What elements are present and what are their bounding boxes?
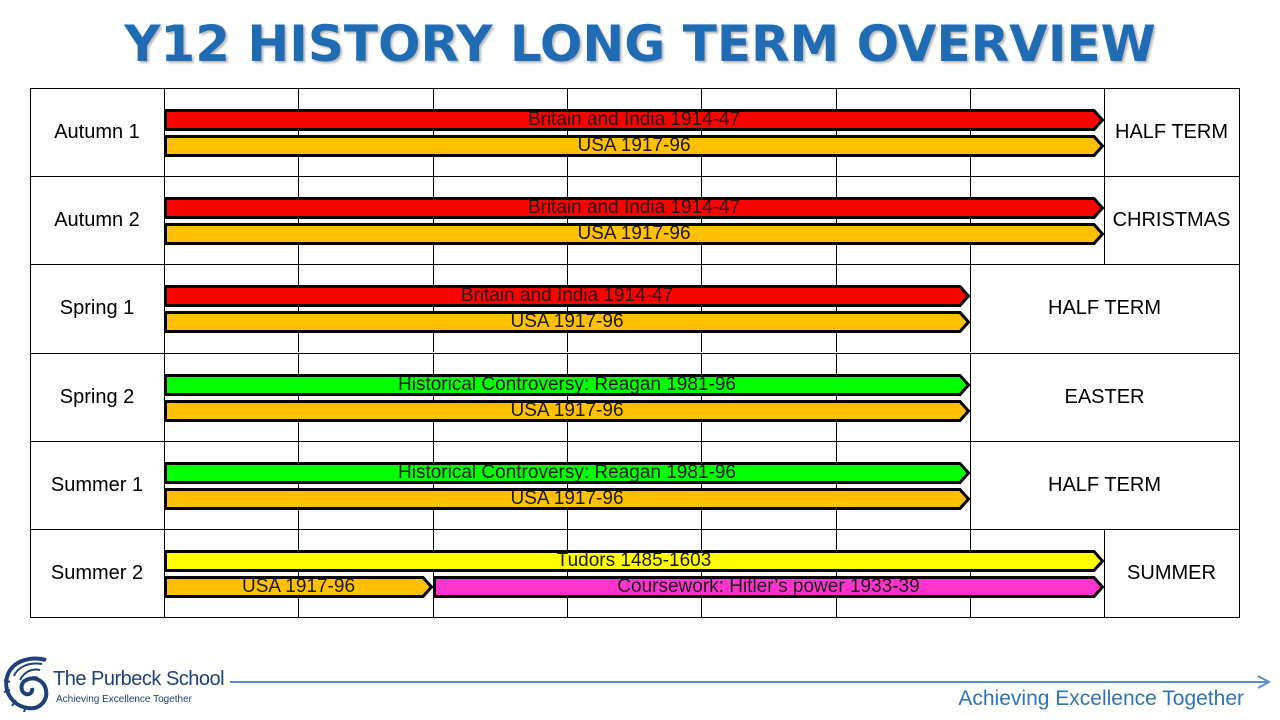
week-column-divider	[970, 176, 971, 264]
nautilus-shell-icon	[3, 656, 49, 712]
topic-bar-label: Britain and India 1914-47	[460, 285, 674, 306]
topic-bar: Britain and India 1914-47	[164, 197, 1105, 219]
topic-bar: USA 1917-96	[164, 311, 971, 333]
week-column-divider	[836, 529, 837, 617]
week-column-divider	[298, 176, 299, 264]
topic-bar-label: Historical Controversy: Reagan 1981-96	[398, 374, 736, 395]
topic-bar: Coursework: Hitler’s power 1933-39	[433, 576, 1105, 598]
row-divider	[30, 264, 1240, 265]
topic-bar-label: USA 1917-96	[510, 400, 624, 421]
topic-bar: USA 1917-96	[164, 400, 971, 422]
topic-bar: Historical Controversy: Reagan 1981-96	[164, 374, 971, 396]
week-column-divider	[567, 441, 568, 529]
row-divider	[30, 617, 1240, 618]
week-column-divider	[701, 529, 702, 617]
holiday-label: HALF TERM	[1048, 473, 1161, 496]
label-column-divider	[164, 88, 165, 618]
week-column-divider	[567, 353, 568, 441]
week-column-divider	[567, 264, 568, 352]
week-column-divider	[701, 441, 702, 529]
week-column-divider	[567, 176, 568, 264]
row-divider	[30, 176, 1240, 177]
week-column-divider	[433, 353, 434, 441]
week-column-divider	[433, 176, 434, 264]
term-label: Spring 2	[59, 385, 135, 408]
week-column-divider	[567, 88, 568, 176]
week-column-divider	[433, 264, 434, 352]
holiday-column-divider	[1104, 529, 1105, 617]
term-label: Summer 2	[50, 561, 144, 584]
holiday-label: HALF TERM	[1115, 120, 1228, 143]
topic-bar: USA 1917-96	[164, 223, 1105, 245]
holiday-label: SUMMER	[1127, 561, 1216, 584]
holiday-column-divider	[970, 353, 971, 441]
week-column-divider	[836, 353, 837, 441]
holiday-label: CHRISTMAS	[1112, 208, 1231, 231]
week-column-divider	[836, 441, 837, 529]
week-column-divider	[433, 529, 434, 617]
holiday-column-divider	[970, 264, 971, 352]
grid-border-left	[30, 88, 31, 618]
topic-bar-label: Coursework: Hitler’s power 1933-39	[617, 576, 920, 597]
topic-bar-label: Historical Controversy: Reagan 1981-96	[398, 462, 736, 483]
row-divider	[30, 353, 1240, 354]
topic-bar-label: USA 1917-96	[510, 488, 624, 509]
week-column-divider	[567, 529, 568, 617]
week-column-divider	[970, 88, 971, 176]
term-label: Spring 1	[59, 296, 135, 319]
school-tagline: Achieving Excellence Together	[56, 694, 193, 705]
topic-bar-label: Tudors 1485-1603	[556, 550, 712, 571]
topic-bar: Tudors 1485-1603	[164, 550, 1105, 572]
topic-bar: Historical Controversy: Reagan 1981-96	[164, 462, 971, 484]
footer-motto: Achieving Excellence Together	[958, 687, 1244, 710]
arrow-right-icon	[230, 675, 1272, 689]
week-column-divider	[970, 529, 971, 617]
holiday-column-divider	[1104, 176, 1105, 264]
topic-bar-label: USA 1917-96	[510, 311, 624, 332]
topic-bar-label: Britain and India 1914-47	[527, 109, 741, 130]
week-column-divider	[701, 264, 702, 352]
topic-bar: Britain and India 1914-47	[164, 109, 1105, 131]
row-divider	[30, 441, 1240, 442]
week-column-divider	[836, 88, 837, 176]
holiday-label: EASTER	[1064, 385, 1145, 408]
topic-bar-label: USA 1917-96	[577, 223, 691, 244]
row-divider	[30, 88, 1240, 89]
week-column-divider	[433, 88, 434, 176]
topic-bar-label: USA 1917-96	[241, 576, 356, 597]
topic-bar: USA 1917-96	[164, 488, 971, 510]
week-column-divider	[701, 88, 702, 176]
school-name: The Purbeck School	[53, 668, 225, 690]
grid-border-right	[1239, 88, 1240, 618]
holiday-column-divider	[1104, 88, 1105, 176]
term-label: Autumn 2	[54, 208, 140, 231]
row-divider	[30, 529, 1240, 530]
week-column-divider	[298, 88, 299, 176]
week-column-divider	[298, 529, 299, 617]
holiday-label: HALF TERM	[1048, 296, 1161, 319]
topic-bar: Britain and India 1914-47	[164, 285, 971, 307]
week-column-divider	[298, 353, 299, 441]
page-title: Y12 HISTORY LONG TERM OVERVIEW	[124, 15, 1156, 73]
term-label: Summer 1	[50, 473, 144, 496]
term-label: Autumn 1	[54, 120, 140, 143]
week-column-divider	[298, 441, 299, 529]
topic-bar-label: USA 1917-96	[577, 135, 691, 156]
week-column-divider	[836, 264, 837, 352]
week-column-divider	[836, 176, 837, 264]
topic-bar-label: Britain and India 1914-47	[527, 197, 741, 218]
week-column-divider	[298, 264, 299, 352]
topic-bar: USA 1917-96	[164, 576, 434, 598]
topic-bar: USA 1917-96	[164, 135, 1105, 157]
holiday-column-divider	[970, 441, 971, 529]
week-column-divider	[433, 441, 434, 529]
week-column-divider	[701, 176, 702, 264]
week-column-divider	[701, 353, 702, 441]
